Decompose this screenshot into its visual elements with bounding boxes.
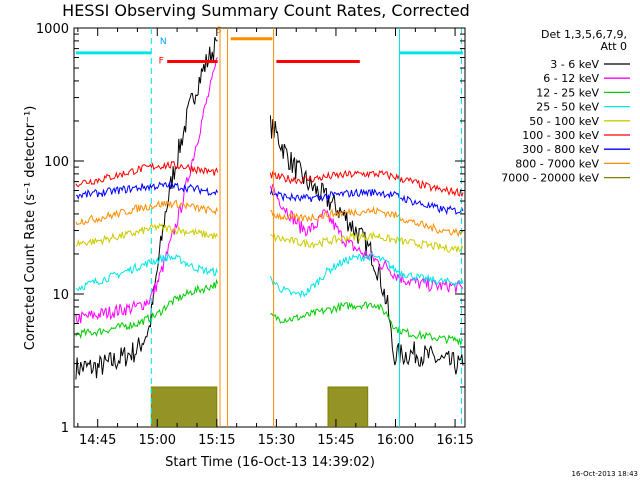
y-tick-label: 1 [61, 421, 69, 436]
legend-entry-label: 6 - 12 keV [543, 72, 599, 85]
trace-9-a [150, 386, 218, 427]
legend-entry-label: 7000 - 20000 keV [501, 172, 599, 185]
x-tick-label: 16:00 [377, 433, 414, 448]
trace-7-b [269, 188, 464, 216]
legend-entry-label: 300 - 800 keV [522, 143, 599, 156]
x-tick-label: 14:45 [79, 433, 116, 448]
y-tick-label: 1000 [36, 22, 69, 37]
trace-1-a [75, 36, 218, 380]
trace-2-b [269, 184, 464, 294]
plot-frame [73, 27, 466, 428]
trace-6-a [75, 160, 219, 188]
trace-5-b [270, 230, 464, 253]
flag-label-n: N [160, 37, 167, 47]
y-axis-label: Corrected Count Rate (s⁻¹ detector⁻¹) [23, 106, 38, 351]
chart-title: HESSI Observing Summary Count Rates, Cor… [62, 1, 470, 20]
trace-6-b [269, 169, 464, 197]
overlay-layer: NF S [75, 26, 464, 427]
flag-label-s: S [216, 26, 222, 36]
timestamp: 16-Oct-2013 18:43 [572, 470, 638, 478]
x-axis-label: Start Time (16-Oct-13 14:39:02) [165, 455, 375, 470]
x-axis: 14:45 15:00 15:15 15:30 15:45 16:00 16:15 [77, 28, 474, 448]
trace-2-a [75, 57, 218, 324]
legend-entry-label: 12 - 25 keV [536, 86, 599, 99]
legend-header-line: Det 1,3,5,6,7,9, [541, 28, 627, 41]
trace-4-b [269, 252, 464, 299]
legend-entry-label: 25 - 50 keV [536, 101, 599, 114]
legend-entry-label: 3 - 6 keV [550, 58, 599, 71]
trace-8-a [75, 199, 219, 226]
x-tick-label: 15:30 [258, 433, 295, 448]
y-axis: 1 10 100 1000 [36, 22, 465, 436]
trace-9-b [327, 386, 369, 427]
trace-5-a [75, 222, 219, 247]
trace-8-b [270, 205, 464, 238]
legend-entry-label: 800 - 7000 keV [515, 157, 599, 170]
y-tick-label: 10 [52, 288, 69, 303]
trace-7-a [75, 180, 219, 200]
trace-3-b [270, 301, 464, 346]
y-tick-label: 100 [44, 155, 69, 170]
x-tick-label: 16:15 [436, 433, 473, 448]
trace-4-a [75, 252, 219, 292]
trace-1-b [269, 115, 464, 375]
x-tick-label: 15:15 [198, 433, 235, 448]
trace-layer [75, 36, 464, 427]
x-tick-label: 15:45 [317, 433, 354, 448]
legend-entry-label: 50 - 100 keV [529, 115, 599, 128]
flag-label-f: F [159, 57, 164, 67]
legend-entry-label: 100 - 300 keV [522, 129, 599, 142]
trace-3-a [75, 278, 219, 340]
x-tick-label: 15:00 [139, 433, 176, 448]
legend-header-line: Att 0 [601, 40, 627, 53]
